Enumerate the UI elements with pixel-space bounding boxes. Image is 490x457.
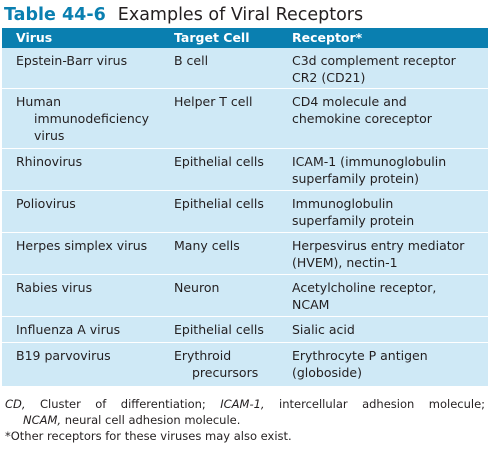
abbr-icam: ICAM-1,: [220, 397, 265, 411]
receptor-text: Sialic acid: [292, 322, 355, 337]
receptor-cell: Erythrocyte P antigen (globoside): [292, 347, 488, 381]
receptor-cell: Acetylcholine receptor, NCAM: [292, 279, 488, 313]
column-header-virus: Virus: [16, 30, 53, 45]
virus-cell: Rabies virus: [16, 279, 171, 296]
table-header-row: Virus Target Cell Receptor*: [2, 28, 488, 48]
target-cell: Epithelial cells: [174, 321, 294, 338]
target-cell: Epithelial cells: [174, 153, 294, 170]
receptor-text: NCAM: [292, 297, 330, 312]
receptor-text: Acetylcholine receptor,: [292, 280, 437, 295]
virus-cell: Rhinovirus: [16, 153, 171, 170]
table-row: Epstein-Barr virus B cell C3d complement…: [2, 48, 488, 89]
virus-name: virus: [34, 128, 65, 143]
virus-name: Epstein-Barr virus: [16, 53, 128, 68]
target-cell-text: Epithelial cells: [174, 196, 264, 211]
receptor-text: Immunoglobulin: [292, 196, 394, 211]
target-cell: Many cells: [174, 237, 294, 254]
table-title: Examples of Viral Receptors: [117, 5, 364, 25]
receptor-text: (globoside): [292, 365, 363, 380]
virus-cell: Epstein-Barr virus: [16, 52, 171, 69]
target-cell-text: Epithelial cells: [174, 154, 264, 169]
receptor-text: ICAM-1 (immunoglobulin: [292, 154, 447, 169]
receptor-text: (HVEM), nectin-1: [292, 255, 398, 270]
table-row: Poliovirus Epithelial cells Immunoglobul…: [2, 191, 488, 233]
target-cell: Neuron: [174, 279, 294, 296]
receptor-text: Erythrocyte P antigen: [292, 348, 428, 363]
virus-name: Herpes simplex virus: [16, 238, 148, 253]
table-number: Table 44-6: [4, 5, 106, 25]
target-cell: Helper T cell: [174, 93, 294, 110]
virus-name: Rhinovirus: [16, 154, 83, 169]
receptor-cell: C3d complement receptor CR2 (CD21): [292, 52, 488, 86]
footnote-abbreviations-line-1: CD, Cluster of differentiation; ICAM-1, …: [5, 396, 485, 412]
target-cell-text: Erythroid: [174, 348, 232, 363]
target-cell-text: B cell: [174, 53, 209, 68]
receptor-text: CR2 (CD21): [292, 70, 366, 85]
abbr-icam-definition: intercellular adhesion molecule;: [279, 397, 486, 411]
footnote-other-receptors: *Other receptors for these viruses may a…: [5, 429, 292, 443]
target-cell-text: Epithelial cells: [174, 322, 264, 337]
target-cell: Erythroid precursors: [174, 347, 294, 381]
receptor-cell: CD4 molecule and chemokine coreceptor: [292, 93, 488, 127]
footnote-abbreviations-line-2: NCAM, neural cell adhesion molecule.: [5, 412, 485, 428]
table-row: Rabies virus Neuron Acetylcholine recept…: [2, 275, 488, 317]
column-header-receptor: Receptor*: [292, 30, 363, 45]
target-cell-text: Helper T cell: [174, 94, 253, 109]
virus-cell: Poliovirus: [16, 195, 171, 212]
receptor-text: chemokine coreceptor: [292, 111, 432, 126]
virus-cell: Herpes simplex virus: [16, 237, 171, 254]
virus-cell: Influenza A virus: [16, 321, 171, 338]
receptor-text: superfamily protein): [292, 171, 420, 186]
table-row: Rhinovirus Epithelial cells ICAM-1 (immu…: [2, 149, 488, 191]
virus-name: Poliovirus: [16, 196, 76, 211]
receptor-text: Herpesvirus entry mediator: [292, 238, 465, 253]
virus-cell: B19 parvovirus: [16, 347, 171, 364]
abbr-cd-definition: Cluster of differentiation;: [40, 397, 206, 411]
table-row: Influenza A virus Epithelial cells Siali…: [2, 317, 488, 343]
receptor-cell: Herpesvirus entry mediator (HVEM), necti…: [292, 237, 488, 271]
virus-name: B19 parvovirus: [16, 348, 111, 363]
column-header-target-cell: Target Cell: [174, 30, 250, 45]
abbr-cd: CD,: [5, 397, 26, 411]
virus-name: Influenza A virus: [16, 322, 121, 337]
receptor-cell: Sialic acid: [292, 321, 488, 338]
target-cell: Epithelial cells: [174, 195, 294, 212]
virus-cell: Human immunodeficiency virus: [16, 93, 171, 144]
target-cell-text: Many cells: [174, 238, 240, 253]
abbr-ncam: NCAM,: [23, 413, 62, 427]
target-cell: B cell: [174, 52, 294, 69]
table-row: B19 parvovirus Erythroid precursors Eryt…: [2, 343, 488, 386]
viral-receptors-table: Virus Target Cell Receptor* Epstein-Barr…: [2, 28, 488, 386]
virus-name: Human: [16, 94, 62, 109]
target-cell-text: precursors: [192, 365, 259, 380]
receptor-text: C3d complement receptor: [292, 53, 456, 68]
virus-name: Rabies virus: [16, 280, 93, 295]
abbr-ncam-definition: neural cell adhesion molecule.: [64, 413, 241, 427]
receptor-text: superfamily protein: [292, 213, 415, 228]
receptor-cell: ICAM-1 (immunoglobulin superfamily prote…: [292, 153, 488, 187]
receptor-cell: Immunoglobulin superfamily protein: [292, 195, 488, 229]
receptor-text: CD4 molecule and: [292, 94, 407, 109]
table-footnote: CD, Cluster of differentiation; ICAM-1, …: [5, 396, 485, 444]
target-cell-text: Neuron: [174, 280, 220, 295]
virus-name: immunodeficiency: [34, 111, 150, 126]
table-caption: Table 44-6 Examples of Viral Receptors: [4, 2, 363, 28]
table-row: Herpes simplex virus Many cells Herpesvi…: [2, 233, 488, 275]
table-row: Human immunodeficiency virus Helper T ce…: [2, 89, 488, 149]
